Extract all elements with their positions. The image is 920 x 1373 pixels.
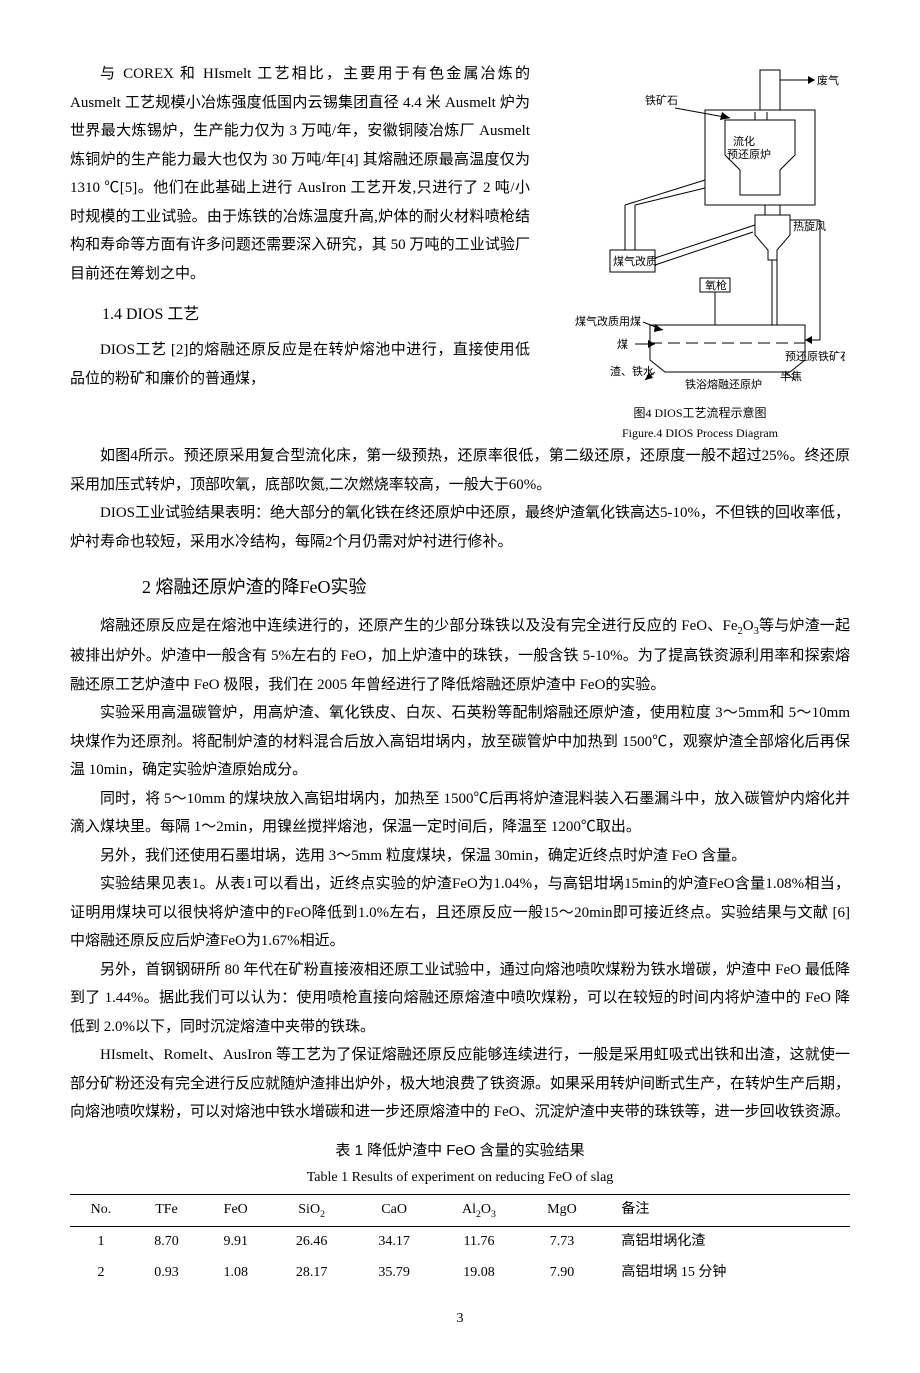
table-1-title-en: Table 1 Results of experiment on reducin… xyxy=(70,1165,850,1192)
table-row: 1 8.70 9.91 26.46 34.17 11.76 7.73 高铝坩埚化… xyxy=(70,1227,850,1258)
para-3: 如图4所示。预还原采用复合型流化床，第一级预热，还原率很低，第二级还原，还原度一… xyxy=(70,442,850,499)
label-gas-coal: 煤气改质用煤 xyxy=(575,314,641,328)
figure-4-diagram: 废气 流化 预还原炉 铁矿石 热旋风 煤气改质 xyxy=(550,60,850,442)
figure-4-caption-en: Figure.4 DIOS Process Diagram xyxy=(550,425,850,442)
para-6: 实验采用高温碳管炉，用高炉渣、氧化铁皮、白灰、石英粉等配制熔融还原炉渣，使用粒度… xyxy=(70,699,850,785)
label-fluidized-2: 预还原炉 xyxy=(727,148,771,161)
para-8: 另外，我们还使用石墨坩埚，选用 3～5mm 粒度煤块，保温 30min，确定近终… xyxy=(70,842,850,871)
label-fluidized-1: 流化 xyxy=(733,134,755,148)
col-note: 备注 xyxy=(601,1194,850,1226)
label-pre-ore: 预还原铁矿石 xyxy=(785,350,845,363)
col-no: No. xyxy=(70,1194,132,1226)
table-1-title-cn: 表 1 降低炉渣中 FeO 含量的实验结果 xyxy=(70,1137,850,1166)
label-bath-furnace: 铁浴熔融还原炉 xyxy=(685,377,762,390)
label-iron-ore: 铁矿石 xyxy=(645,94,678,107)
para-11: HIsmelt、Romelt、AusIron 等工艺为了保证熔融还原反应能够连续… xyxy=(70,1041,850,1127)
label-hot-blast: 热旋风 xyxy=(793,219,826,233)
col-cao: CaO xyxy=(353,1194,436,1226)
table-1: No. TFe FeO SiO2 CaO Al2O3 MgO 备注 1 8.70… xyxy=(70,1194,850,1289)
figure-4-caption-cn: 图4 DIOS工艺流程示意图 xyxy=(550,405,850,422)
heading-2: 2 熔融还原炉渣的降FeO实验 xyxy=(70,570,850,604)
para-9: 实验结果见表1。从表1可以看出，近终点实验的炉渣FeO为1.04%，与高铝坩埚1… xyxy=(70,870,850,956)
label-half-coke: 半焦 xyxy=(780,369,802,383)
table-header-row: No. TFe FeO SiO2 CaO Al2O3 MgO 备注 xyxy=(70,1194,850,1226)
para-7: 同时，将 5～10mm 的煤块放入高铝坩埚内，加热至 1500℃后再将炉渣混料装… xyxy=(70,785,850,842)
label-coal: 煤 xyxy=(617,338,628,351)
para-10: 另外，首钢钢研所 80 年代在矿粉直接液相还原工业试验中，通过向熔池喷吹煤粉为铁… xyxy=(70,956,850,1042)
para-4: DIOS工业试验结果表明：绝大部分的氧化铁在终还原炉中还原，最终炉渣氧化铁高达5… xyxy=(70,499,850,556)
col-al2o3: Al2O3 xyxy=(435,1194,522,1226)
page-number: 3 xyxy=(70,1306,850,1333)
table-row: 2 0.93 1.08 28.17 35.79 19.08 7.90 高铝坩埚 … xyxy=(70,1258,850,1289)
para-2: DIOS工艺 [2]的熔融还原反应是在转炉熔池中进行，直接使用低品位的粉矿和廉价… xyxy=(70,336,530,393)
col-feo: FeO xyxy=(201,1194,270,1226)
label-waste-gas: 废气 xyxy=(817,73,839,87)
para-1: 与 COREX 和 HIsmelt 工艺相比，主要用于有色金属冶炼的 Ausme… xyxy=(70,60,530,288)
para-5: 熔融还原反应是在熔池中连续进行的，还原产生的少部分珠铁以及没有完全进行反应的 F… xyxy=(70,612,850,699)
col-tfe: TFe xyxy=(132,1194,201,1226)
heading-1-4: 1.4 DIOS 工艺 xyxy=(70,300,530,330)
col-mgo: MgO xyxy=(523,1194,602,1226)
label-oxygen-lance: 氧枪 xyxy=(705,278,727,292)
label-gas-reform: 煤气改质 xyxy=(613,254,657,268)
col-sio2: SiO2 xyxy=(270,1194,353,1226)
